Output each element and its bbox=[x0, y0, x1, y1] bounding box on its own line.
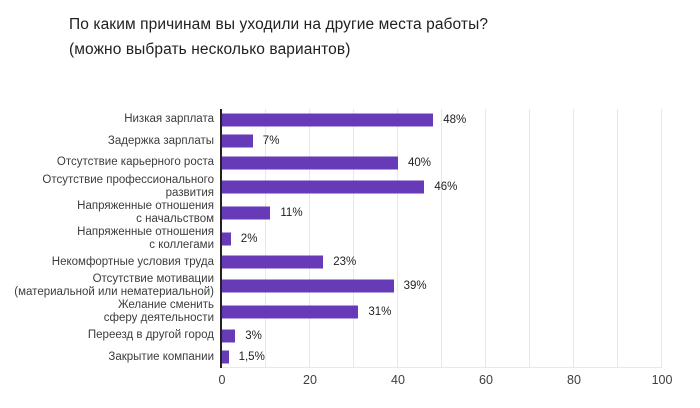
gridline-vertical bbox=[397, 109, 398, 368]
bar bbox=[222, 329, 236, 343]
category-label-line: Напряженные отношения bbox=[77, 199, 214, 212]
bar bbox=[222, 255, 324, 269]
bar bbox=[222, 279, 394, 293]
bar-row: Отсутствие мотивации (материальной или не… bbox=[0, 273, 662, 299]
bar bbox=[222, 180, 425, 193]
bar-value-label: 1,5% bbox=[238, 351, 265, 364]
category-label: Переезд в другой город bbox=[0, 325, 222, 347]
gridline-vertical bbox=[661, 109, 662, 368]
bar-row: Отсутствие профессионального развития 46% bbox=[0, 174, 662, 200]
category-label-line: Некомфортные условия труда bbox=[51, 255, 214, 268]
category-label: Желание сменить сферу деятельности bbox=[0, 299, 222, 325]
category-label-line: с начальством bbox=[136, 212, 214, 225]
bar-track: 31% bbox=[222, 299, 662, 325]
x-tick-label: 20 bbox=[303, 373, 317, 387]
bar-value-label: 40% bbox=[408, 156, 432, 169]
bar-row: Закрытие компании 1,5% bbox=[0, 347, 662, 369]
x-tick-label: 60 bbox=[479, 373, 493, 387]
category-label-line: Отсутствие профессионального bbox=[42, 173, 214, 186]
bar-track: 48% bbox=[222, 109, 662, 131]
bar-value-label: 23% bbox=[333, 256, 357, 269]
bar-value-label: 31% bbox=[368, 306, 392, 318]
bar-row: Задержка зарплаты 7% bbox=[0, 131, 662, 153]
category-label-line: Отсутствие мотивации bbox=[92, 273, 214, 285]
category-label-line: (материальной или нематериальной) bbox=[14, 286, 214, 298]
bar bbox=[222, 206, 271, 219]
bar-track: 40% bbox=[222, 152, 662, 174]
bar-value-label: 2% bbox=[240, 232, 258, 245]
gridline-vertical bbox=[617, 109, 618, 368]
gridline-vertical bbox=[353, 109, 354, 368]
bar-value-label: 48% bbox=[443, 113, 467, 126]
category-label: Отсутствие карьерного роста bbox=[0, 152, 222, 174]
category-label: Некомфортные условия труда bbox=[0, 252, 222, 274]
category-label-line: развития bbox=[165, 186, 214, 199]
category-label: Низкая зарплата bbox=[0, 109, 222, 131]
bar-track: 2% bbox=[222, 226, 662, 252]
bar bbox=[222, 350, 229, 364]
x-tick-label: 0 bbox=[218, 373, 226, 387]
bar-value-label: 11% bbox=[280, 206, 303, 219]
bar-row: Желание сменить сферу деятельности 31% bbox=[0, 299, 662, 325]
category-label: Закрытие компании bbox=[0, 347, 222, 369]
bar-row: Отсутствие карьерного роста 40% bbox=[0, 152, 662, 174]
gridline-vertical bbox=[529, 109, 530, 368]
x-tick-label: 80 bbox=[567, 373, 581, 387]
category-label-line: сферу деятельности bbox=[103, 312, 214, 324]
bar-row: Напряженные отношения с начальством 11% bbox=[0, 200, 662, 226]
bar-value-label: 46% bbox=[434, 180, 458, 193]
plot-bottom-border bbox=[222, 367, 662, 368]
chart-title-line1: По каким причинам вы уходили на другие м… bbox=[69, 16, 489, 33]
x-tick-label: 40 bbox=[391, 373, 405, 387]
category-label-line: Низкая зарплата bbox=[124, 113, 214, 126]
bar-track: 46% bbox=[222, 174, 662, 200]
bar-value-label: 7% bbox=[262, 135, 280, 148]
bar-track: 1,5% bbox=[222, 347, 662, 369]
gridline-vertical bbox=[265, 109, 266, 368]
x-axis: 0 20 40 60 80 100 bbox=[0, 373, 700, 389]
gridline-vertical bbox=[573, 109, 574, 368]
bar bbox=[222, 156, 398, 170]
category-label: Напряженные отношения с коллегами bbox=[0, 226, 222, 252]
gridline-vertical bbox=[441, 109, 442, 368]
bar-track: 23% bbox=[222, 252, 662, 274]
category-label: Отсутствие профессионального развития bbox=[0, 174, 222, 200]
bar-row: Некомфортные условия труда 23% bbox=[0, 252, 662, 274]
bar bbox=[222, 305, 359, 319]
gridline-vertical bbox=[485, 109, 486, 368]
bar-value-label: 39% bbox=[403, 280, 427, 292]
category-label-line: Напряженные отношения bbox=[77, 225, 214, 238]
plot-area bbox=[220, 109, 662, 368]
bar bbox=[222, 134, 253, 148]
x-tick-label: 100 bbox=[651, 373, 673, 387]
category-label: Отсутствие мотивации (материальной или не… bbox=[0, 273, 222, 299]
category-label-line: с коллегами bbox=[149, 238, 214, 251]
bar-track: 39% bbox=[222, 273, 662, 299]
bar bbox=[222, 113, 434, 127]
category-label: Задержка зарплаты bbox=[0, 131, 222, 153]
bar bbox=[222, 232, 231, 245]
bar-track: 11% bbox=[222, 200, 662, 226]
category-label: Напряженные отношения с начальством bbox=[0, 200, 222, 226]
category-label-line: Отсутствие карьерного роста bbox=[56, 156, 214, 169]
bar-row: Напряженные отношения с коллегами 2% bbox=[0, 226, 662, 252]
bar-rows: Низкая зарплата 48% Задержка зарплаты 7% Отс… bbox=[0, 109, 662, 368]
bar-row: Переезд в другой город 3% bbox=[0, 325, 662, 347]
category-label-line: Задержка зарплаты bbox=[107, 134, 214, 147]
gridline-vertical bbox=[309, 109, 310, 368]
bar-track: 7% bbox=[222, 131, 662, 153]
category-label-line: Переезд в другой город bbox=[87, 329, 214, 342]
chart-title-line2: (можно выбрать несколько вариантов) bbox=[69, 41, 351, 58]
category-label-line: Закрытие компании bbox=[108, 350, 214, 363]
category-label-line: Желание сменить bbox=[117, 299, 214, 311]
chart-title: По каким причинам вы уходили на другие м… bbox=[69, 12, 488, 62]
bar-row: Низкая зарплата 48% bbox=[0, 109, 662, 131]
bar-value-label: 3% bbox=[245, 329, 262, 342]
bar-track: 3% bbox=[222, 325, 662, 347]
